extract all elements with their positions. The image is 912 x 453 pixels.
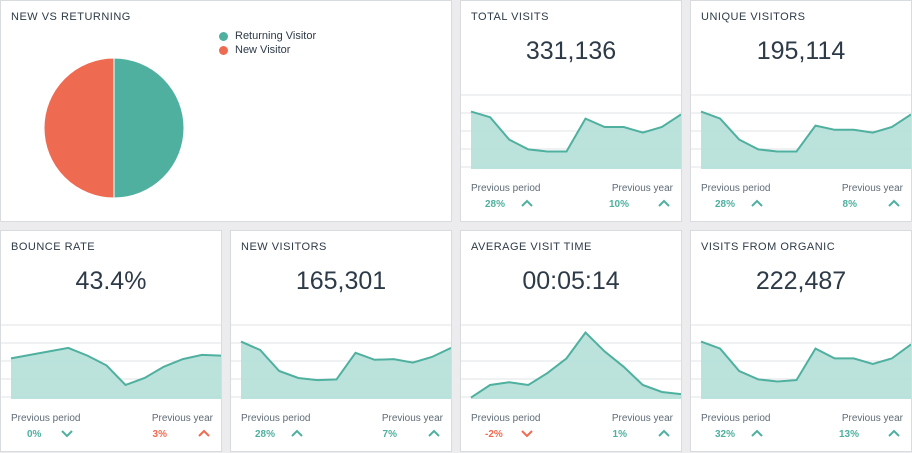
sparkline-line bbox=[10, 346, 221, 387]
previous-year-label: Previous year bbox=[611, 183, 673, 194]
legend-dot-new bbox=[219, 45, 228, 55]
previous-period-label: Previous period bbox=[701, 183, 771, 194]
sparkline-area bbox=[701, 341, 911, 399]
sparkline-chart bbox=[461, 94, 681, 169]
total-visits-card: TOTAL VISITS 331,136 Previous period Pre… bbox=[460, 0, 682, 222]
chevron-up-icon bbox=[751, 199, 763, 207]
sparkline-line bbox=[470, 330, 681, 399]
previous-period-label: Previous period bbox=[471, 413, 541, 424]
pie-slice-new[interactable] bbox=[43, 57, 115, 199]
metric-value: 331,136 bbox=[525, 37, 617, 65]
chevron-up-icon bbox=[658, 199, 670, 207]
metric-value: 165,301 bbox=[295, 267, 387, 295]
chevron-up-icon bbox=[521, 199, 533, 207]
legend-label: New Visitor bbox=[235, 44, 291, 56]
sparkline-line bbox=[240, 340, 451, 382]
sparkline-chart bbox=[1, 324, 221, 399]
previous-period-label: Previous period bbox=[241, 413, 311, 424]
previous-period-label: Previous period bbox=[471, 183, 541, 194]
new-vs-returning-card: NEW VS RETURNING Returning Visitor New V… bbox=[0, 0, 452, 222]
sparkline-chart bbox=[461, 324, 681, 399]
previous-period-change: 28% bbox=[715, 199, 736, 210]
previous-period-label: Previous period bbox=[11, 413, 81, 424]
sparkline-area bbox=[471, 111, 681, 169]
visits-from-organic-card: VISITS FROM ORGANIC 222,487 Previous per… bbox=[690, 230, 912, 452]
legend-dot-returning bbox=[219, 31, 228, 41]
card-title: AVERAGE VISIT TIME bbox=[471, 241, 592, 253]
metric-value: 00:05:14 bbox=[522, 267, 620, 295]
bounce-rate-card: BOUNCE RATE 43.4% Previous period Previo… bbox=[0, 230, 222, 452]
previous-year-change: 7% bbox=[382, 429, 397, 440]
legend-item-returning[interactable]: Returning Visitor bbox=[219, 29, 316, 43]
metric-value: 195,114 bbox=[756, 37, 846, 65]
previous-period-change: 28% bbox=[485, 199, 506, 210]
sparkline-line bbox=[470, 110, 681, 153]
previous-period-change: -2% bbox=[485, 429, 503, 440]
previous-year-change: 8% bbox=[842, 199, 857, 210]
sparkline-area bbox=[471, 332, 681, 399]
previous-period-change: 28% bbox=[255, 429, 276, 440]
previous-year-label: Previous year bbox=[841, 413, 903, 424]
chevron-up-icon bbox=[888, 429, 900, 437]
new-visitors-card: NEW VISITORS 165,301 Previous period Pre… bbox=[230, 230, 452, 452]
sparkline-line bbox=[700, 110, 911, 153]
previous-period-label: Previous period bbox=[701, 413, 771, 424]
chevron-up-icon bbox=[751, 429, 763, 437]
previous-year-label: Previous year bbox=[841, 183, 903, 194]
unique-visitors-card: UNIQUE VISITORS 195,114 Previous period … bbox=[690, 0, 912, 222]
metric-value: 222,487 bbox=[755, 267, 847, 295]
previous-year-change: 13% bbox=[838, 429, 859, 440]
legend-label: Returning Visitor bbox=[235, 30, 317, 42]
chevron-up-icon bbox=[888, 199, 900, 207]
previous-period-change: 0% bbox=[27, 429, 42, 440]
previous-year-label: Previous year bbox=[611, 413, 673, 424]
sparkline-area bbox=[701, 111, 911, 169]
previous-year-change: 1% bbox=[612, 429, 627, 440]
card-title: VISITS FROM ORGANIC bbox=[701, 241, 836, 253]
chevron-up-icon bbox=[428, 429, 440, 437]
previous-year-label: Previous year bbox=[151, 413, 213, 424]
pie-legend: Returning Visitor New Visitor bbox=[219, 29, 316, 57]
card-title: TOTAL VISITS bbox=[471, 11, 549, 23]
sparkline-chart bbox=[691, 94, 911, 169]
sparkline-area bbox=[241, 341, 451, 399]
previous-period-change: 32% bbox=[715, 429, 736, 440]
sparkline-chart bbox=[231, 324, 451, 399]
metric-value: 43.4% bbox=[75, 267, 147, 295]
chevron-up-icon bbox=[658, 429, 670, 437]
chevron-up-icon bbox=[198, 429, 210, 437]
sparkline-chart bbox=[691, 324, 911, 399]
pie-slice-returning[interactable] bbox=[113, 57, 185, 199]
pie-chart bbox=[43, 57, 185, 199]
chevron-down-icon bbox=[521, 430, 533, 438]
card-title: BOUNCE RATE bbox=[11, 241, 96, 253]
card-title: NEW VS RETURNING bbox=[11, 11, 131, 23]
previous-year-change: 10% bbox=[608, 199, 629, 210]
card-title: NEW VISITORS bbox=[241, 241, 327, 253]
previous-year-change: 3% bbox=[152, 429, 167, 440]
legend-item-new[interactable]: New Visitor bbox=[219, 43, 316, 57]
average-visit-time-card: AVERAGE VISIT TIME 00:05:14 Previous per… bbox=[460, 230, 682, 452]
chevron-up-icon bbox=[291, 429, 303, 437]
sparkline-line bbox=[700, 340, 911, 383]
card-title: UNIQUE VISITORS bbox=[701, 11, 806, 23]
chevron-down-icon bbox=[61, 430, 73, 438]
sparkline-area bbox=[11, 347, 221, 399]
previous-year-label: Previous year bbox=[381, 413, 443, 424]
